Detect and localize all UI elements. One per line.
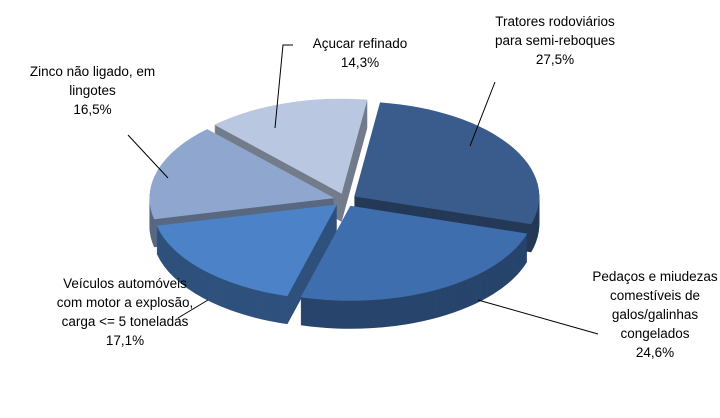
slice-label: Pedaços e miudezas comestíveis de galos/… [590,267,720,362]
leader-line [177,299,209,319]
category-label: Pedaços e miudezas comestíveis de galos/… [592,269,718,341]
slice [354,102,540,225]
slice [149,129,335,220]
leader-line [127,134,169,179]
slice-label: Tratores rodoviários para semi-reboques 2… [480,12,630,69]
value-label: 27,5% [535,52,575,67]
slice [300,205,528,301]
category-label: Açucar refinado [312,36,408,51]
slice [156,204,338,297]
slice-label: Veículos automóveis com motor a explosão… [55,274,195,350]
slice-label: Açucar refinado 14,3% [290,34,430,72]
leader-line [477,299,599,335]
category-label: Tratores rodoviários para semi-reboques [494,14,616,48]
value-label: 14,3% [340,55,380,70]
category-label: Zinco não ligado, em lingotes [29,64,156,98]
leader-line [274,44,293,129]
slice-label: Zinco não ligado, em lingotes 16,5% [10,62,175,119]
value-label: 16,5% [73,102,112,117]
value-label: 24,6% [635,345,675,360]
category-label: Veículos automóveis com motor a explosão… [56,276,194,329]
leader-line [469,81,496,147]
value-label: 17,1% [105,333,145,348]
slice [214,98,368,194]
